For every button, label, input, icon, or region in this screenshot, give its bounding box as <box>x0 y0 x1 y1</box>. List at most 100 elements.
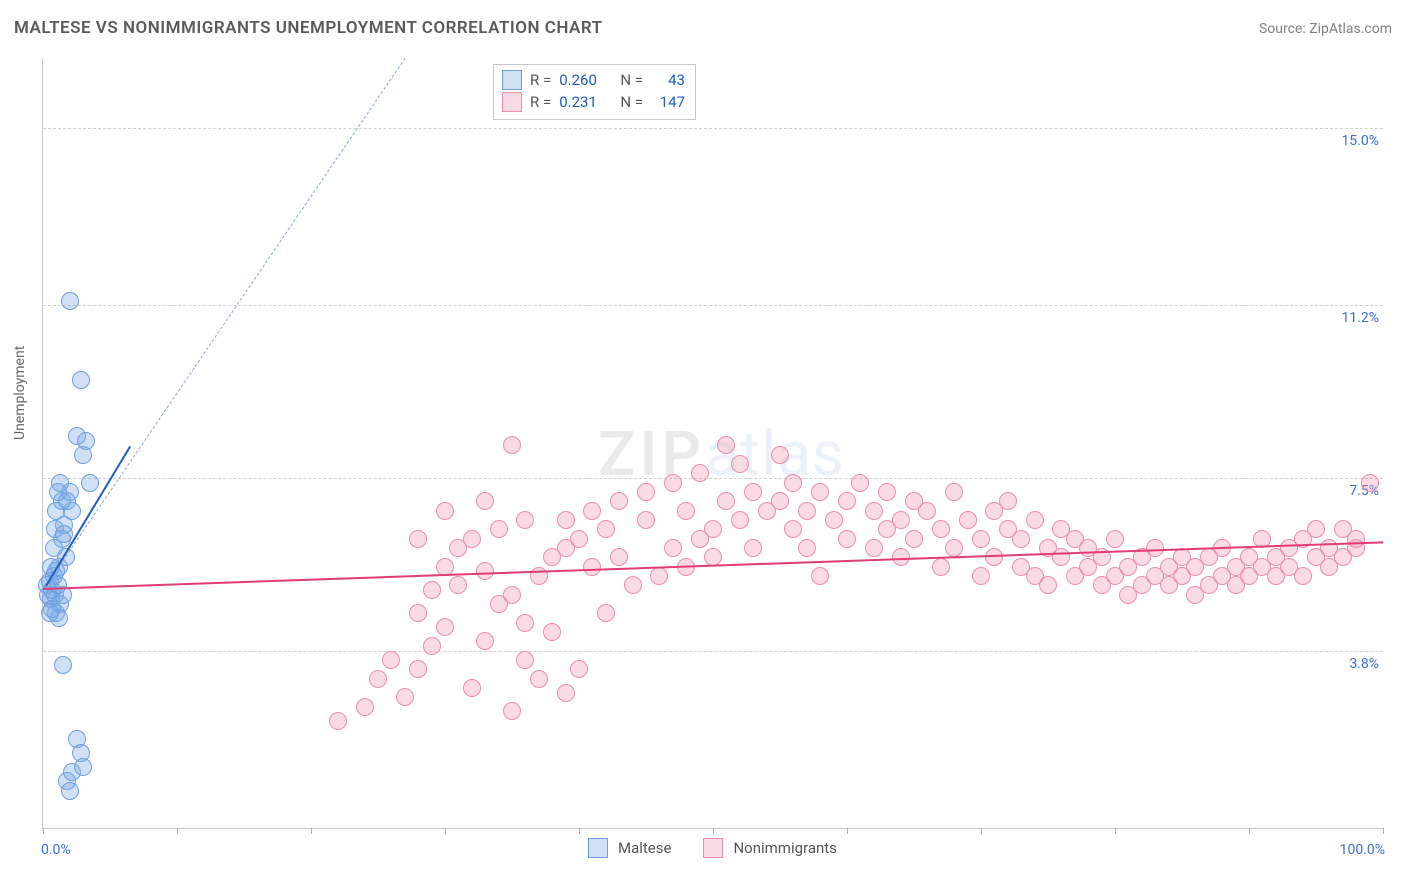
data-point <box>892 511 910 529</box>
x-tick <box>43 828 44 834</box>
data-point <box>771 446 789 464</box>
data-point <box>798 539 816 557</box>
data-point <box>557 511 575 529</box>
x-tick <box>1115 828 1116 834</box>
data-point <box>985 548 1003 566</box>
data-point <box>382 651 400 669</box>
data-point <box>557 684 575 702</box>
watermark: ZIPatlas <box>598 418 845 491</box>
legend-stats-row: R = 0.260 N = 43 <box>502 69 685 91</box>
legend-swatch <box>588 838 608 858</box>
data-point <box>516 614 534 632</box>
gridline <box>43 478 1383 479</box>
legend-r-label: R = <box>530 69 551 91</box>
data-point <box>610 492 628 510</box>
data-point <box>41 604 59 622</box>
data-point <box>54 656 72 674</box>
plot-area: 3.8%7.5%11.2%15.0%0.0%100.0%ZIPatlasR = … <box>42 58 1383 829</box>
chart-container: 3.8%7.5%11.2%15.0%0.0%100.0%ZIPatlasR = … <box>42 58 1382 828</box>
x-tick <box>311 828 312 834</box>
data-point <box>972 567 990 585</box>
data-point <box>865 502 883 520</box>
header-row: MALTESE VS NONIMMIGRANTS UNEMPLOYMENT CO… <box>14 18 1392 38</box>
data-point <box>637 511 655 529</box>
data-point <box>838 492 856 510</box>
data-point <box>704 520 722 538</box>
legend-series-label: Nonimmigrants <box>733 839 836 857</box>
legend-swatch <box>502 70 522 90</box>
data-point <box>77 432 95 450</box>
data-point <box>583 558 601 576</box>
data-point <box>972 530 990 548</box>
data-point <box>81 474 99 492</box>
data-point <box>72 371 90 389</box>
data-point <box>476 632 494 650</box>
legend-n-label: N = <box>620 91 643 113</box>
x-tick <box>579 828 580 834</box>
data-point <box>51 474 69 492</box>
data-point <box>423 581 441 599</box>
data-point <box>691 464 709 482</box>
legend-swatch <box>502 92 522 112</box>
data-point <box>717 436 735 454</box>
gridline <box>43 651 1383 652</box>
data-point <box>436 618 454 636</box>
data-point <box>918 502 936 520</box>
legend-r-value: 0.260 <box>559 69 597 91</box>
data-point <box>1026 511 1044 529</box>
data-point <box>570 530 588 548</box>
data-point <box>436 502 454 520</box>
data-point <box>543 623 561 641</box>
data-point <box>1307 520 1325 538</box>
data-point <box>1146 539 1164 557</box>
data-point <box>356 698 374 716</box>
data-point <box>664 474 682 492</box>
data-point <box>905 530 923 548</box>
data-point <box>637 483 655 501</box>
data-point <box>1039 576 1057 594</box>
trend-line <box>45 58 405 586</box>
data-point <box>463 530 481 548</box>
data-point <box>677 502 695 520</box>
data-point <box>597 604 615 622</box>
data-point <box>516 511 534 529</box>
legend-series-label: Maltese <box>618 839 671 857</box>
data-point <box>409 604 427 622</box>
data-point <box>503 436 521 454</box>
x-tick <box>1383 828 1384 834</box>
legend-n-label: N = <box>620 69 643 91</box>
data-point <box>329 712 347 730</box>
data-point <box>945 539 963 557</box>
x-tick <box>177 828 178 834</box>
data-point <box>771 492 789 510</box>
data-point <box>503 586 521 604</box>
data-point <box>463 679 481 697</box>
x-tick <box>445 828 446 834</box>
legend-n-value: 147 <box>651 91 685 113</box>
y-tick-label: 3.8% <box>1349 630 1379 672</box>
data-point <box>476 562 494 580</box>
gridline <box>43 128 1383 129</box>
y-tick-label: 11.2% <box>1341 284 1379 326</box>
data-point <box>449 576 467 594</box>
data-point <box>1012 530 1030 548</box>
data-point <box>409 660 427 678</box>
legend-series: Maltese Nonimmigrants <box>588 838 859 858</box>
legend-n-value: 43 <box>651 69 685 91</box>
x-tick <box>981 828 982 834</box>
x-axis-min-label: 0.0% <box>41 842 71 858</box>
data-point <box>744 539 762 557</box>
data-point <box>650 567 668 585</box>
x-tick <box>1249 828 1250 834</box>
data-point <box>1106 530 1124 548</box>
x-tick <box>713 828 714 834</box>
data-point <box>597 520 615 538</box>
data-point <box>369 670 387 688</box>
data-point <box>1361 474 1379 492</box>
y-axis-title: Unemployment <box>12 346 28 440</box>
data-point <box>1052 548 1070 566</box>
data-point <box>932 558 950 576</box>
data-point <box>999 492 1017 510</box>
data-point <box>61 782 79 800</box>
data-point <box>490 520 508 538</box>
